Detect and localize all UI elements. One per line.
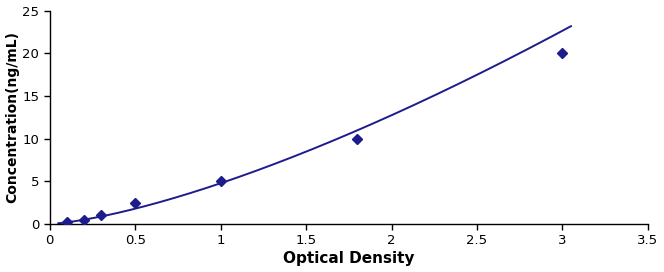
X-axis label: Optical Density: Optical Density [283,251,414,267]
Y-axis label: Concentration(ng/mL): Concentration(ng/mL) [5,31,19,203]
